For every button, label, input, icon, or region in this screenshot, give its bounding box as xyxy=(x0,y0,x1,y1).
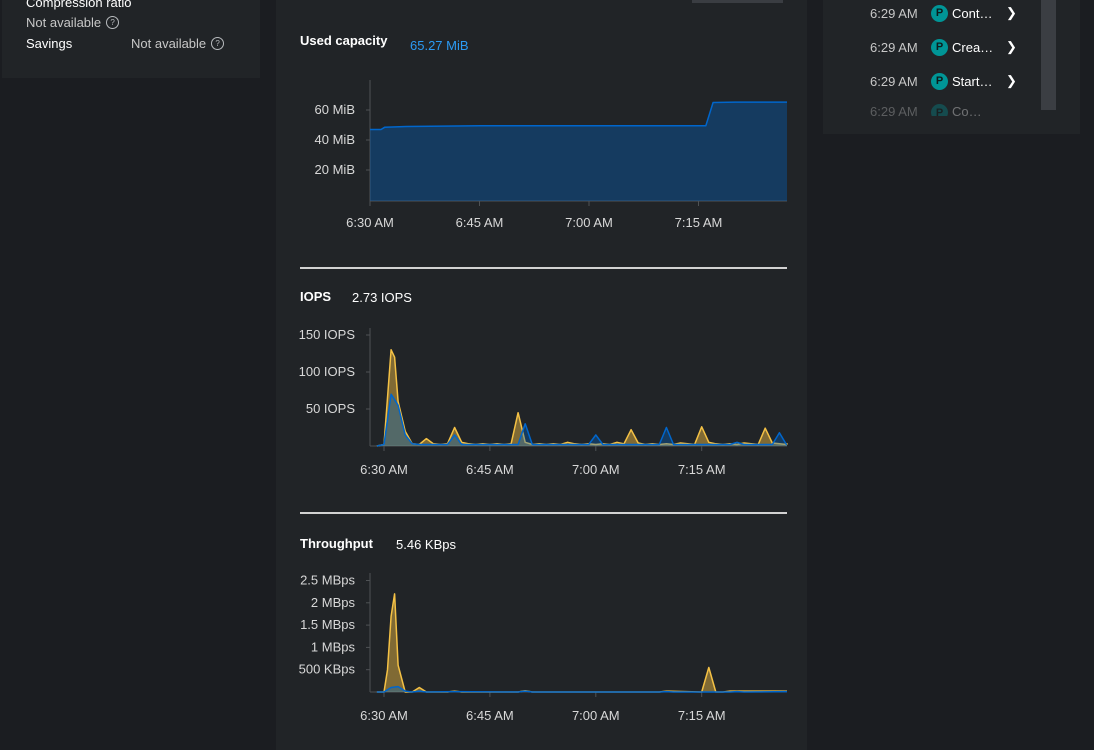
x-tick-label: 6:45 AM xyxy=(456,215,504,230)
help-icon[interactable]: ? xyxy=(106,16,120,29)
savings-value: Not available ? xyxy=(131,36,225,51)
write-series-line xyxy=(376,685,788,693)
read-series-line xyxy=(376,349,788,447)
iops-value: 2.73 IOPS xyxy=(352,290,412,305)
read-series-line xyxy=(376,593,787,693)
event-message: Start… xyxy=(952,73,993,89)
savings-text: Not available xyxy=(131,36,207,51)
y-tick-label: 500 KBps xyxy=(299,662,356,677)
event-item[interactable]: 6:29 AM P Cont… ❯ xyxy=(870,2,1017,24)
event-time: 6:29 AM xyxy=(870,73,918,89)
series-area xyxy=(370,102,787,201)
event-item[interactable]: 6:29 AM P Start… ❯ xyxy=(870,70,1017,92)
pod-badge: P xyxy=(931,4,948,22)
event-message: Crea… xyxy=(952,39,994,55)
x-tick-label: 7:00 AM xyxy=(565,215,613,230)
x-tick-label: 7:15 AM xyxy=(678,708,726,723)
write-series-area xyxy=(376,394,787,446)
throughput-value: 5.46 KBps xyxy=(396,537,456,552)
savings-label: Savings xyxy=(26,36,73,51)
throughput-chart: 500 KBps 1 MBps 1.5 MBps 2 MBps 2.5 MBps 6:30… xyxy=(299,573,788,723)
chevron-right-icon[interactable]: ❯ xyxy=(1006,73,1017,88)
y-tick-label: 50 IOPS xyxy=(306,401,355,416)
used-capacity-chart: 20 MiB 40 MiB 60 MiB 6:30 AM 6:45 AM 7:00 AM 7… xyxy=(315,80,787,230)
used-capacity-title: Used capacity xyxy=(300,33,388,48)
utilization-card xyxy=(276,0,807,750)
y-tick-label: 150 IOPS xyxy=(299,327,356,342)
event-time: 6:29 AM xyxy=(870,104,918,116)
y-tick-label: 20 MiB xyxy=(315,162,355,177)
compression-ratio-value: Not available ? xyxy=(26,15,120,30)
activity-card xyxy=(823,0,1080,134)
x-tick-label: 7:00 AM xyxy=(572,462,620,477)
events-scrollbar[interactable] xyxy=(1041,0,1056,110)
time-range-dropdown[interactable] xyxy=(692,0,783,3)
section-divider xyxy=(300,512,787,514)
read-series-area xyxy=(376,349,787,446)
x-tick-label: 6:30 AM xyxy=(346,215,394,230)
y-tick-label: 1.5 MBps xyxy=(300,617,355,632)
chevron-right-icon[interactable]: ❯ xyxy=(1006,5,1017,20)
series-line xyxy=(370,101,787,131)
y-tick-label: 100 IOPS xyxy=(299,364,356,379)
y-tick-label: 60 MiB xyxy=(315,102,355,117)
event-time: 6:29 AM xyxy=(870,39,918,55)
y-tick-label: 2.5 MBps xyxy=(300,573,355,588)
read-series-area xyxy=(376,593,787,692)
help-icon[interactable]: ? xyxy=(211,37,225,50)
iops-chart: 50 IOPS 100 IOPS 150 IOPS 6:30 AM 6:45 AM 7:0… xyxy=(299,327,788,477)
pod-badge: P xyxy=(931,104,948,116)
event-message: Co… xyxy=(952,104,982,116)
y-tick-label: 1 MBps xyxy=(311,639,356,654)
x-tick-label: 7:15 AM xyxy=(678,462,726,477)
used-capacity-value: 65.27 MiB xyxy=(410,38,469,53)
x-tick-label: 6:30 AM xyxy=(360,462,408,477)
write-series-line xyxy=(376,393,788,447)
compression-ratio-text: Not available xyxy=(26,15,102,30)
event-item[interactable]: 6:29 AM P Co… xyxy=(870,104,996,116)
x-tick-label: 6:45 AM xyxy=(466,708,514,723)
throughput-title: Throughput xyxy=(300,536,373,551)
event-item[interactable]: 6:29 AM P Crea… ❯ xyxy=(870,36,1017,58)
event-time: 6:29 AM xyxy=(870,5,918,21)
x-tick-label: 6:30 AM xyxy=(360,708,408,723)
y-tick-label: 2 MBps xyxy=(311,595,356,610)
x-tick-label: 6:45 AM xyxy=(466,462,514,477)
y-tick-label: 40 MiB xyxy=(315,132,355,147)
iops-title: IOPS xyxy=(300,289,332,304)
pod-badge: P xyxy=(931,38,948,56)
section-divider xyxy=(300,267,787,269)
event-message: Cont… xyxy=(952,5,993,21)
x-tick-label: 7:15 AM xyxy=(675,215,723,230)
x-tick-label: 7:00 AM xyxy=(572,708,620,723)
compression-ratio-label: Compression ratio xyxy=(26,0,132,10)
chevron-right-icon[interactable]: ❯ xyxy=(1006,39,1017,54)
pod-badge: P xyxy=(931,72,948,90)
